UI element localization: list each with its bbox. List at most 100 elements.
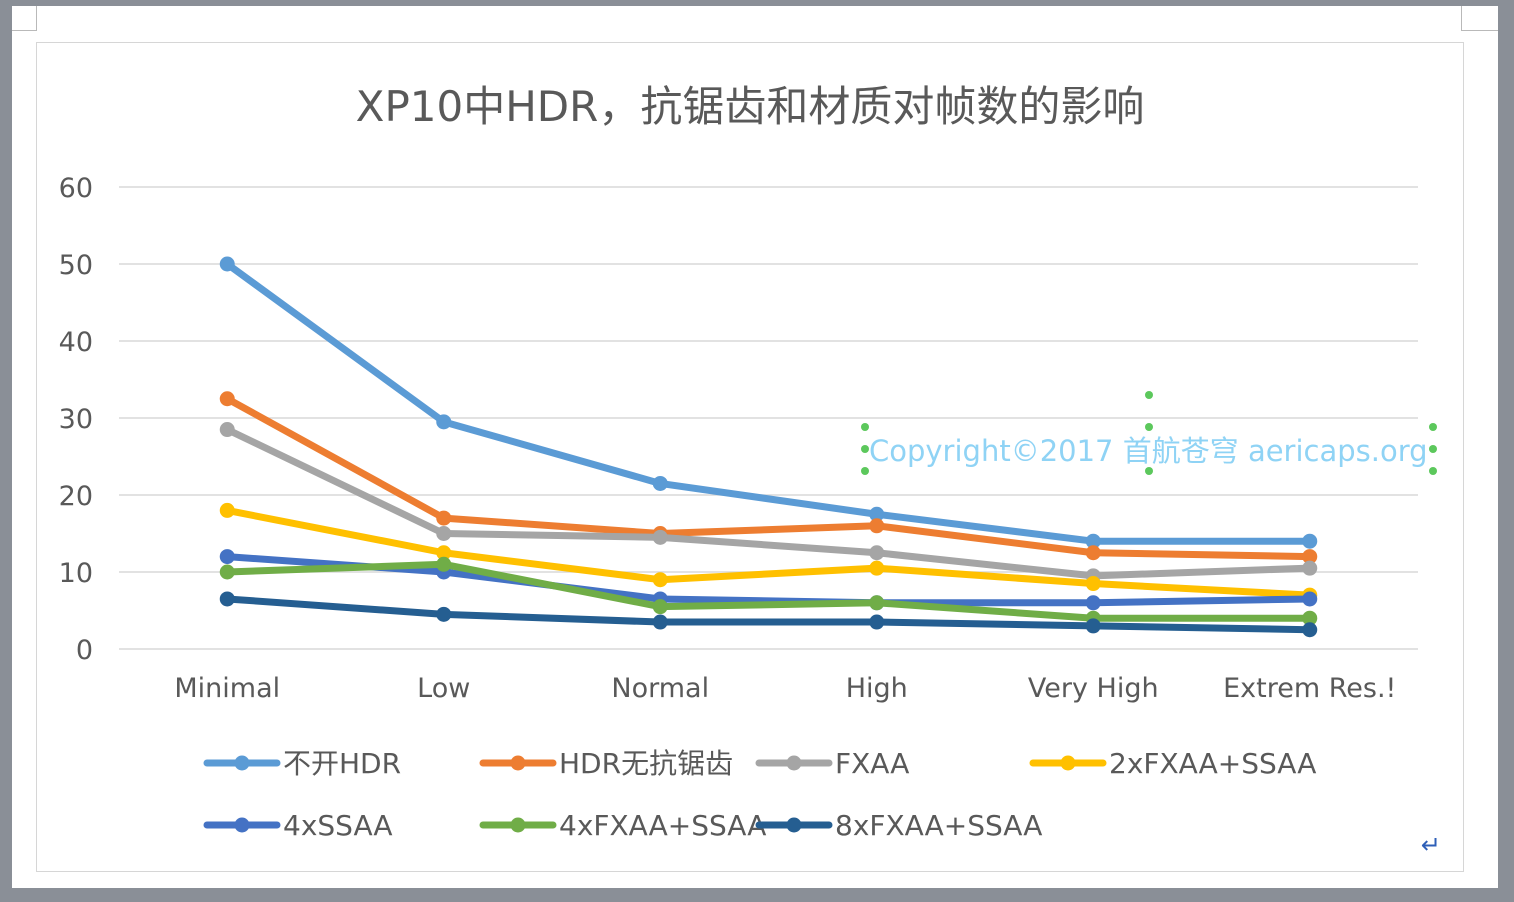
legend-swatch-marker — [786, 755, 802, 771]
legend-label: FXAA — [835, 747, 909, 780]
data-point — [652, 614, 668, 630]
data-point — [219, 502, 235, 518]
selection-handle[interactable] — [861, 467, 869, 475]
legend: 不开HDR HDR无抗锯齿 FXAA 2xFXAA+SSAA 4xSSAA 4xFXAA+… — [203, 747, 1316, 842]
data-point — [219, 256, 235, 272]
data-point — [869, 595, 885, 611]
watermark-text: Copyright©2017 首航苍穹 aericaps.org — [869, 434, 1428, 468]
y-tick-label: 60 — [59, 173, 93, 204]
data-point — [436, 414, 452, 430]
data-point — [1085, 533, 1101, 549]
legend-swatch-marker — [510, 817, 526, 833]
legend-item[interactable]: FXAA — [755, 747, 909, 780]
x-tick-label: High — [846, 673, 908, 704]
x-tick-label: Normal — [611, 673, 709, 704]
copyright-watermark[interactable]: Copyright©2017 首航苍穹 aericaps.org — [861, 391, 1437, 475]
series-2 — [219, 391, 1318, 565]
data-point — [1302, 560, 1318, 576]
data-point — [1302, 533, 1318, 549]
legend-label: 不开HDR — [283, 747, 401, 780]
data-point — [436, 545, 452, 561]
chart-frame[interactable]: XP10中HDR，抗锯齿和材质对帧数的影响 0 10 20 30 40 50 60 Mini… — [36, 42, 1464, 872]
x-axis-tick-labels: Minimal Low Normal High Very High Extrem Res.… — [174, 673, 1396, 704]
selection-handle[interactable] — [1429, 445, 1437, 453]
x-tick-label: Extrem Res.! — [1223, 673, 1396, 704]
data-point — [219, 549, 235, 565]
selection-handle[interactable] — [1145, 391, 1153, 399]
legend-item[interactable]: 4xFXAA+SSAA — [479, 809, 766, 842]
series-5 — [219, 549, 1318, 611]
series-line — [223, 395, 1314, 561]
legend-label: 2xFXAA+SSAA — [1109, 747, 1316, 780]
selection-handle[interactable] — [1145, 467, 1153, 475]
legend-item[interactable]: 8xFXAA+SSAA — [755, 809, 1042, 842]
y-tick-label: 20 — [59, 481, 93, 512]
data-point — [869, 614, 885, 630]
legend-swatch-marker — [786, 817, 802, 833]
selection-handle[interactable] — [1429, 423, 1437, 431]
series-line — [223, 506, 1314, 599]
data-point — [436, 556, 452, 572]
data-point — [869, 560, 885, 576]
x-tick-label: Low — [417, 673, 470, 704]
data-point — [652, 529, 668, 545]
data-point — [1085, 618, 1101, 634]
data-point — [1302, 591, 1318, 607]
legend-item[interactable]: HDR无抗锯齿 — [479, 747, 733, 780]
legend-label: 4xFXAA+SSAA — [559, 809, 766, 842]
selection-handle[interactable] — [1145, 423, 1153, 431]
selection-handle[interactable] — [861, 423, 869, 431]
gridlines — [119, 186, 1418, 650]
data-point — [1085, 545, 1101, 561]
data-point — [1085, 595, 1101, 611]
document-page: XP10中HDR，抗锯齿和材质对帧数的影响 0 10 20 30 40 50 60 Mini… — [12, 6, 1498, 888]
legend-item[interactable]: 4xSSAA — [203, 809, 393, 842]
series-1 — [219, 256, 1318, 549]
data-point — [652, 599, 668, 615]
line-chart: XP10中HDR，抗锯齿和材质对帧数的影响 0 10 20 30 40 50 60 Mini… — [59, 82, 1437, 842]
data-point — [219, 564, 235, 580]
y-tick-label: 0 — [76, 635, 93, 666]
legend-swatch-marker — [234, 817, 250, 833]
series-line — [223, 553, 1314, 607]
series-7 — [219, 591, 1318, 638]
legend-label: HDR无抗锯齿 — [559, 747, 733, 780]
data-point — [219, 422, 235, 438]
y-tick-label: 40 — [59, 327, 93, 358]
data-point — [652, 572, 668, 588]
data-point — [1085, 576, 1101, 592]
y-tick-label: 50 — [59, 250, 93, 281]
data-point — [1302, 610, 1318, 626]
series-line — [223, 260, 1314, 545]
series-line — [223, 560, 1314, 622]
selection-handle[interactable] — [1429, 467, 1437, 475]
series-line — [223, 595, 1314, 634]
data-point — [869, 506, 885, 522]
data-point — [219, 591, 235, 607]
series-lines — [219, 256, 1318, 638]
legend-item[interactable]: 2xFXAA+SSAA — [1029, 747, 1316, 780]
legend-label: 8xFXAA+SSAA — [835, 809, 1042, 842]
series-line — [223, 426, 1314, 580]
legend-swatch-marker — [1060, 755, 1076, 771]
chart-title: XP10中HDR，抗锯齿和材质对帧数的影响 — [356, 82, 1145, 131]
paragraph-return-icon: ↵ — [1420, 831, 1441, 859]
selection-handle[interactable] — [861, 445, 869, 453]
legend-swatch-marker — [234, 755, 250, 771]
data-point — [1302, 622, 1318, 638]
data-point — [436, 526, 452, 541]
page-corner-mark-top-left — [12, 6, 37, 31]
data-point — [869, 545, 885, 561]
legend-item[interactable]: 不开HDR — [203, 747, 401, 780]
page-corner-mark-top-right — [1461, 6, 1498, 31]
data-point — [436, 606, 452, 622]
legend-swatch-marker — [510, 755, 526, 771]
data-point — [869, 518, 885, 534]
legend-label: 4xSSAA — [283, 809, 393, 842]
x-tick-label: Very High — [1028, 673, 1159, 704]
series-6 — [219, 556, 1318, 626]
y-tick-label: 10 — [59, 558, 93, 589]
y-tick-label: 30 — [59, 404, 93, 435]
data-point — [652, 475, 668, 491]
y-axis-tick-labels: 0 10 20 30 40 50 60 — [59, 173, 93, 666]
